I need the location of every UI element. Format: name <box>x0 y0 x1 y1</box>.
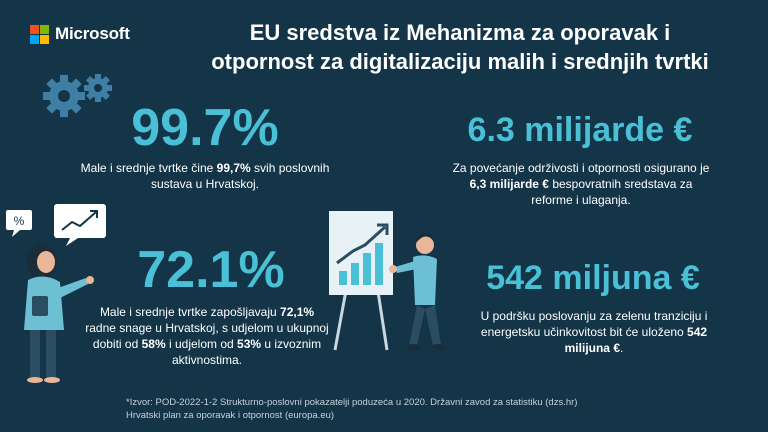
desc-text: radne snage u Hrvatskoj, s udjelom u uku… <box>85 321 329 351</box>
desc-text: Male i srednje tvrtke zapošljavaju <box>99 305 281 319</box>
percent-symbol: % <box>14 214 25 228</box>
page-title: EU sredstva iz Mehanizma za oporavak i o… <box>180 18 740 76</box>
stat-green-desc: U podršku poslovanju za zelenu tranzicij… <box>470 308 718 356</box>
title-line-2: otpornost za digitalizaciju malih i sred… <box>211 49 709 74</box>
stat-funding-desc: Za povećanje održivosti i otpornosti osi… <box>450 160 712 208</box>
desc-highlight: 53% <box>237 337 262 351</box>
desc-text: svih poslovnih sustava u Hrvatskoj. <box>150 161 330 191</box>
desc-highlight: 58% <box>141 337 166 351</box>
source-footnote: *Izvor: POD-2022-1-2 Strukturno-poslovni… <box>126 396 577 422</box>
logo-square-yellow <box>40 34 49 44</box>
microsoft-logo: Microsoft <box>30 24 130 44</box>
logo-square-red <box>30 24 39 34</box>
source-line-2: Hrvatski plan za oporavak i otpornost (e… <box>126 410 335 421</box>
desc-text: bespovratnih sredstava za reforme i ulag… <box>531 177 693 207</box>
desc-text: U podršku poslovanju za zelenu tranzicij… <box>480 309 708 339</box>
stat-workforce-desc: Male i srednje tvrtke zapošljavaju 72,1%… <box>84 304 330 368</box>
stat-funding-value: 6.3 milijarde € <box>467 111 693 149</box>
chart-bubble-icon <box>54 204 106 238</box>
desc-highlight: 72,1% <box>280 305 315 319</box>
desc-text: u izvoznim aktivnostima. <box>171 337 322 367</box>
presentation-illustration <box>329 211 445 351</box>
woman-illustration: % <box>6 204 106 383</box>
gears-icon <box>43 74 112 117</box>
source-line-1: *Izvor: POD-2022-1-2 Strukturno-poslovni… <box>126 397 578 408</box>
stat-workforce-value: 72.1% <box>137 241 285 299</box>
percent-bubble-icon <box>6 210 32 230</box>
stat-smes-share-desc: Male i srednje tvrtke čine 99,7% svih po… <box>62 160 348 192</box>
desc-text: Male i srednje tvrtke čine <box>80 161 217 175</box>
stat-green-value: 542 miljuna € <box>486 259 700 297</box>
desc-highlight: 6,3 milijarde € <box>469 177 549 191</box>
stat-smes-share-value: 99.7% <box>131 99 279 157</box>
desc-text: Za povećanje održivosti i otpornosti osi… <box>452 161 710 175</box>
title-line-1: EU sredstva iz Mehanizma za oporavak i <box>249 20 671 45</box>
microsoft-logo-icon <box>30 24 49 44</box>
desc-text: i udjelom od <box>165 337 238 351</box>
desc-highlight: 542 milijuna € <box>564 325 708 355</box>
logo-square-blue <box>30 34 39 44</box>
brand-name: Microsoft <box>55 24 130 43</box>
logo-square-green <box>40 24 49 34</box>
desc-text: . <box>620 341 624 355</box>
desc-highlight: 99,7% <box>216 161 251 175</box>
